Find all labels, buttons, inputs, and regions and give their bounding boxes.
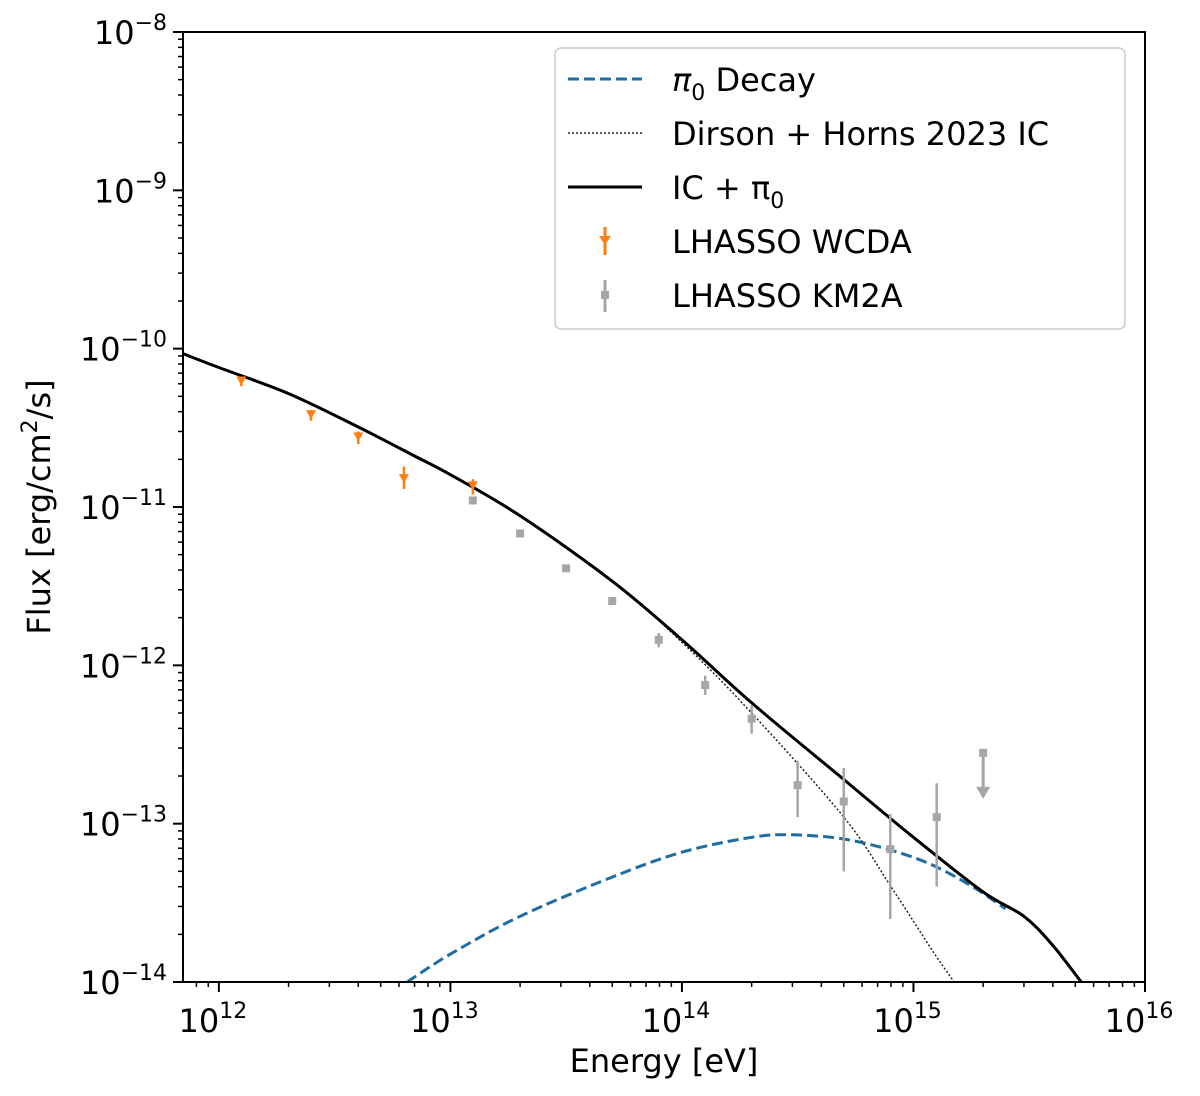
km2a-point <box>932 783 941 887</box>
legend: π0 Decay Dirson + Horns 2023 IC IC + π0 … <box>554 47 1126 330</box>
series-line-1 <box>183 352 955 982</box>
km2a-point <box>701 675 710 695</box>
x-tick-label: 1012 <box>179 999 248 1040</box>
x-tick-label: 1016 <box>1105 999 1174 1040</box>
km2a-point <box>886 814 895 919</box>
legend-swatch-wcda <box>599 227 611 255</box>
y-tick-label: 10−11 <box>80 486 167 527</box>
km2a-point <box>839 767 848 872</box>
curves-layer <box>183 352 1083 982</box>
km2a-point <box>747 705 756 734</box>
legend-box <box>554 47 1126 330</box>
y-tick-label: 10−9 <box>94 169 167 210</box>
km2a-point <box>516 529 525 538</box>
km2a-point <box>562 564 571 573</box>
y-tick-label: 10−10 <box>80 328 167 369</box>
y-axis-label: Flux [erg/cm2/s] <box>18 379 58 634</box>
km2a-point <box>976 748 991 799</box>
km2a-point <box>608 596 617 606</box>
ticks-layer: 1012 1013 1014 1015 1016 10−8 10−9 10−10 10−11 10… <box>80 11 1174 1040</box>
x-axis-label: Energy [eV] <box>570 1042 759 1080</box>
series-line-2 <box>183 352 1083 982</box>
km2a-point <box>654 633 663 648</box>
x-tick-label: 1013 <box>410 999 479 1040</box>
legend-swatch-km2a <box>601 280 609 312</box>
wcda-point <box>398 466 409 489</box>
km2a-point <box>793 760 802 818</box>
wcda-point <box>467 479 478 495</box>
points-layer <box>236 376 991 919</box>
y-tick-label: 10−12 <box>80 644 167 685</box>
y-tick-label: 10−14 <box>80 961 167 1002</box>
legend-label-km2a: LHASSO KM2A <box>672 277 903 315</box>
y-tick-label: 10−13 <box>80 803 167 844</box>
wcda-point <box>353 431 364 444</box>
legend-label-pi0: π0 Decay <box>672 61 816 106</box>
wcda-point <box>236 376 247 387</box>
y-tick-label: 10−8 <box>94 11 167 52</box>
legend-label-wcda: LHASSO WCDA <box>672 223 912 261</box>
x-tick-label: 1014 <box>642 999 711 1040</box>
x-tick-label: 1015 <box>873 999 942 1040</box>
series-line-0 <box>406 833 1007 982</box>
legend-label-dirson: Dirson + Horns 2023 IC <box>672 115 1049 153</box>
wcda-point <box>306 409 317 421</box>
legend-label-total: IC + π0 <box>672 169 784 214</box>
km2a-point <box>468 496 477 505</box>
